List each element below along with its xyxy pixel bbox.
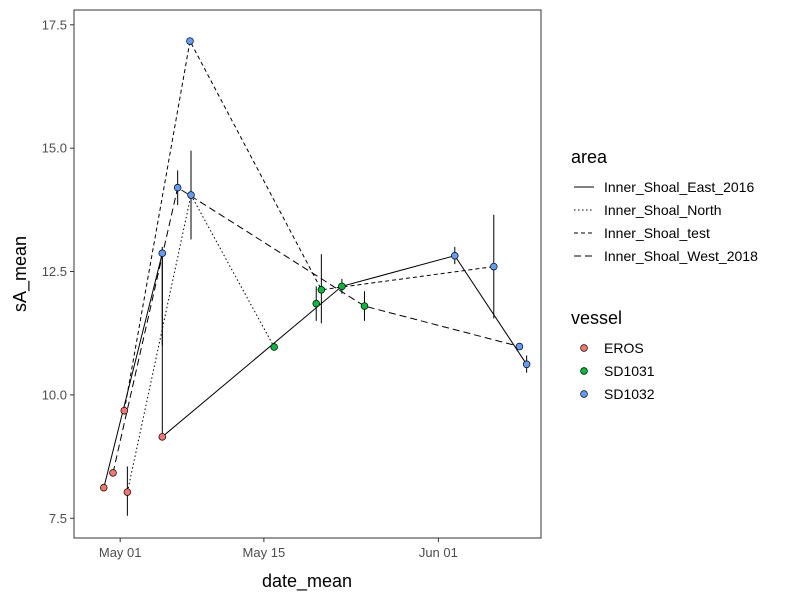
legend-vessel-key — [580, 390, 588, 398]
y-tick-label: 12.5 — [42, 264, 67, 279]
data-point-eros — [120, 406, 129, 415]
legend-vessel-key — [580, 367, 588, 375]
legend-vessel-key — [580, 344, 588, 352]
x-axis: May 01 May 15 Jun 01 — [99, 538, 458, 560]
data-points — [100, 37, 531, 496]
y-tick-label: 15.0 — [42, 141, 67, 156]
x-tick-label: Jun 01 — [419, 545, 458, 560]
data-point-sd1032 — [451, 251, 459, 260]
legend-vessel: vessel EROS SD1031 SD1032 — [571, 308, 655, 402]
legend-vessel-label: EROS — [604, 340, 644, 356]
legend-vessel-title: vessel — [571, 308, 622, 328]
data-point-eros — [158, 433, 167, 441]
data-point-sd1032 — [490, 262, 498, 271]
legend-vessel-label: SD1031 — [604, 363, 655, 379]
series-line-inner-shoal-west-2018 — [112, 186, 520, 474]
data-point-eros — [109, 469, 117, 477]
x-axis-title: date_mean — [262, 571, 352, 592]
x-tick-label: May 01 — [99, 545, 142, 560]
y-tick-label: 17.5 — [42, 17, 67, 32]
series-lines — [103, 39, 528, 493]
data-point-sd1031 — [317, 286, 326, 294]
series-line-inner-shoal-east-2016 — [103, 253, 528, 488]
y-tick-label: 7.5 — [49, 511, 67, 526]
plot-panel — [73, 9, 542, 539]
legend-area-label: Inner_Shoal_North — [604, 202, 722, 218]
data-point-sd1031 — [312, 299, 320, 308]
data-point-sd1032 — [515, 342, 524, 351]
x-tick-label: May 15 — [243, 545, 286, 560]
data-point-sd1032 — [173, 183, 182, 192]
data-point-sd1031 — [360, 302, 369, 310]
legend-area: area Inner_Shoal_East_2016 Inner_Shoal_No… — [571, 147, 758, 264]
data-point-sd1031 — [270, 343, 278, 351]
legend-area-label: Inner_Shoal_West_2018 — [604, 248, 758, 264]
data-point-sd1032 — [522, 360, 531, 369]
y-axis-title: sA_mean — [10, 236, 31, 312]
data-point-sd1031 — [338, 282, 346, 291]
data-point-sd1032 — [187, 191, 195, 199]
series-line-inner-shoal-north — [126, 193, 275, 493]
data-point-eros — [123, 488, 132, 496]
series-line-inner-shoal-test — [123, 39, 494, 411]
legend-area-label: Inner_Shoal_East_2016 — [604, 179, 754, 195]
data-point-eros — [100, 483, 108, 492]
data-point-sd1032 — [158, 249, 167, 258]
data-point-sd1032 — [186, 37, 194, 45]
legend-area-label: Inner_Shoal_test — [604, 225, 710, 241]
y-tick-label: 10.0 — [42, 387, 67, 402]
y-axis: 7.5 10.0 12.5 15.0 17.5 — [42, 17, 74, 526]
legend-vessel-label: SD1032 — [604, 386, 655, 402]
legend-area-title: area — [571, 147, 608, 167]
